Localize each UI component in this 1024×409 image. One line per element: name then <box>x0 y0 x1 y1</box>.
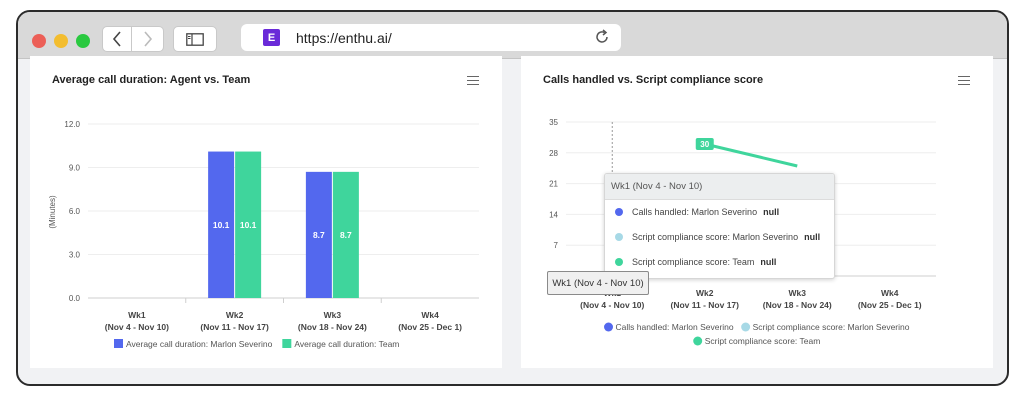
sidebar-icon <box>186 32 204 46</box>
address-bar[interactable]: E https://enthu.ai/ <box>241 24 621 51</box>
x-tick-label: (Nov 25 - Dec 1) <box>858 300 922 310</box>
y-tick-label: 6.0 <box>69 207 81 216</box>
left-chart-title: Average call duration: Agent vs. Team <box>52 74 251 86</box>
y-tick-label: 9.0 <box>69 164 81 173</box>
x-tick-label: Wk2 <box>696 288 714 298</box>
browser-titlebar: E https://enthu.ai/ <box>18 12 1007 59</box>
legend-row: Calls handled: Marlon Severino Script com… <box>604 322 910 332</box>
minimize-window-button[interactable] <box>54 34 68 48</box>
series-dot-icon <box>615 258 623 266</box>
chart-tooltip: Wk1 (Nov 4 - Nov 10) Calls handled: Marl… <box>604 173 835 279</box>
tooltip-value: null <box>763 207 780 217</box>
right-chart-menu-icon[interactable] <box>958 76 970 85</box>
series-dot-icon <box>615 208 623 216</box>
series-dot-icon <box>615 233 623 241</box>
tooltip-row: Script compliance score: Team null <box>615 257 776 267</box>
data-label: 30 <box>700 140 709 149</box>
legend-dot-icon <box>693 336 703 346</box>
right-chart-title: Calls handled vs. Script compliance scor… <box>543 74 764 86</box>
site-favicon-icon: E <box>263 29 280 46</box>
tooltip-value: null <box>760 257 777 267</box>
bar-data-label: 10.1 <box>213 220 230 230</box>
maximize-window-button[interactable] <box>76 34 90 48</box>
y-tick-label: 12.0 <box>64 120 80 129</box>
y-tick-label: 3.0 <box>69 251 81 260</box>
left-chart-card: Average call duration: Agent vs. Team 12… <box>30 56 502 368</box>
tooltip-label: Calls handled: Marlon Severino <box>632 207 758 217</box>
tooltip-value: null <box>804 232 821 242</box>
x-tick-label: Wk4 <box>881 288 899 298</box>
legend-item: Script compliance score: Marlon Severino <box>753 322 910 332</box>
bar-data-label: 8.7 <box>340 230 352 240</box>
x-tick-label: Wk1 <box>128 310 146 320</box>
legend-dot-icon <box>604 322 614 332</box>
legend-swatch-icon <box>282 339 292 348</box>
bar <box>332 171 359 298</box>
x-tick-label: (Nov 18 - Nov 24) <box>298 322 367 332</box>
bar <box>208 151 235 298</box>
legend-item: Average call duration: Team <box>294 339 399 349</box>
y-tick-label: 7 <box>554 241 559 250</box>
x-tick-label: (Nov 11 - Nov 17) <box>671 300 740 310</box>
tooltip-row: Calls handled: Marlon Severino null <box>615 207 779 217</box>
bar-data-label: 8.7 <box>313 230 325 240</box>
tooltip-label: Script compliance score: Team <box>632 257 755 267</box>
y-tick-label: 0.0 <box>69 294 81 303</box>
chevron-right-icon <box>143 31 152 47</box>
x-axis-tooltip: Wk1 (Nov 4 - Nov 10) <box>547 271 649 295</box>
x-tick-label: Wk3 <box>789 288 807 298</box>
bar <box>305 171 332 298</box>
y-axis-label: (Minutes) <box>48 195 57 229</box>
bar-data-label: 10.1 <box>240 220 257 230</box>
tooltip-label: Script compliance score: Marlon Severino <box>632 232 799 242</box>
y-tick-label: 28 <box>549 149 558 158</box>
left-chart-menu-icon[interactable] <box>467 76 479 85</box>
legend-row: Script compliance score: Team <box>693 336 820 346</box>
x-tick-label: (Nov 11 - Nov 17) <box>200 322 269 332</box>
y-tick-label: 14 <box>549 210 558 219</box>
url-text[interactable]: https://enthu.ai/ <box>296 30 392 46</box>
y-tick-label: 21 <box>549 180 558 189</box>
tooltip-row: Script compliance score: Marlon Severino… <box>615 232 820 242</box>
data-label-badge <box>695 138 714 150</box>
sidebar-toggle-button[interactable] <box>173 26 217 52</box>
tooltip-header: Wk1 (Nov 4 - Nov 10) <box>605 174 834 200</box>
legend-item: Average call duration: Marlon Severino <box>126 339 273 349</box>
x-tick-label: (Nov 25 - Dec 1) <box>398 322 462 332</box>
legend-dot-icon <box>741 322 751 332</box>
bar <box>235 151 262 298</box>
legend-item: Script compliance score: Team <box>705 336 821 346</box>
x-tick-label: Wk3 <box>324 310 342 320</box>
x-tick-label: (Nov 4 - Nov 10) <box>580 300 644 310</box>
close-window-button[interactable] <box>32 34 46 48</box>
left-chart: 12.0 9.0 6.0 3.0 0.0 (Minutes) Wk1 (Nov 4 - Nov… <box>48 120 479 349</box>
y-tick-label: 35 <box>549 118 558 127</box>
legend-item: Calls handled: Marlon Severino <box>616 322 734 332</box>
legend-swatch-icon <box>114 339 123 348</box>
series-line <box>704 142 798 168</box>
chevron-left-icon <box>112 31 121 47</box>
x-tick-label: (Nov 4 - Nov 10) <box>105 322 169 332</box>
x-tick-label: Wk2 <box>226 310 244 320</box>
x-tick-label: (Nov 18 - Nov 24) <box>763 300 832 310</box>
back-button[interactable] <box>102 26 132 52</box>
forward-button[interactable] <box>132 26 164 52</box>
reload-icon[interactable] <box>593 28 611 46</box>
x-tick-label: Wk4 <box>421 310 439 320</box>
